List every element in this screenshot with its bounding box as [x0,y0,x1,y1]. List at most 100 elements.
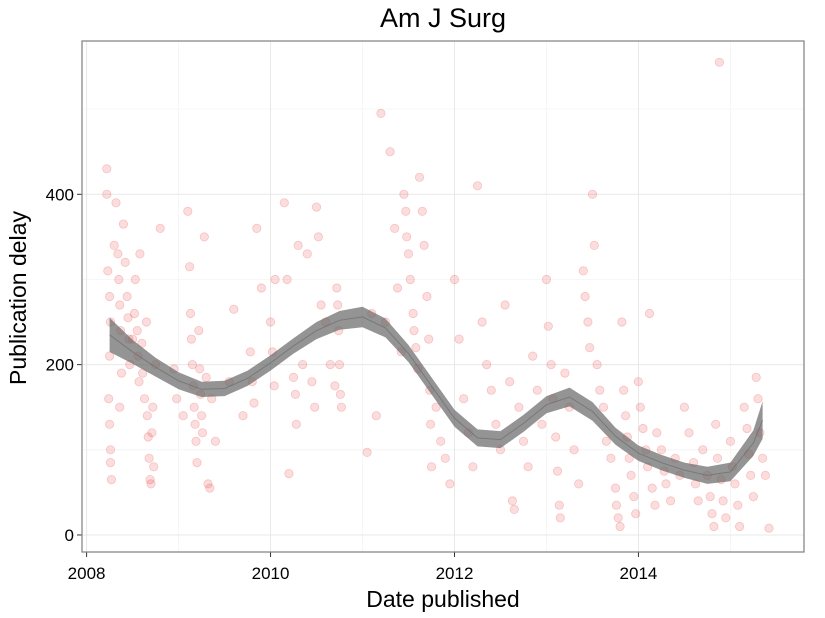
data-point [753,394,763,404]
data-point [325,359,335,370]
data-point [552,466,563,476]
data-point [712,453,723,463]
data-point [293,240,303,250]
data-point [148,402,158,412]
data-point [399,189,409,199]
data-point [105,419,115,429]
x-tick-label: 2012 [436,564,474,583]
data-point [205,483,215,493]
data-point [574,479,584,489]
data-point [543,321,553,331]
data-point [146,479,156,489]
data-point [187,359,197,370]
data-point [606,453,616,463]
data-point [725,436,736,446]
data-point [679,402,690,412]
data-point [595,385,605,395]
data-point [105,291,115,302]
data-point [183,206,193,216]
data-point [425,419,436,429]
data-point [541,274,552,285]
data-point [583,317,593,327]
data-point [707,509,717,519]
data-point [147,428,157,438]
data-point [661,479,671,489]
data-point [109,240,119,250]
x-tick-label: 2010 [252,564,290,583]
data-point [316,300,326,310]
data-point [631,509,641,519]
data-point [195,364,205,374]
data-point [284,468,294,479]
data-point [644,308,655,319]
data-point [155,223,165,233]
data-point [330,381,340,391]
data-point [106,474,117,485]
data-point [546,359,556,370]
data-point [199,232,209,242]
data-point [615,521,625,532]
data-point [265,317,276,327]
data-point [554,500,564,510]
confidence-band [109,306,763,484]
data-point [613,513,623,523]
data-point [610,483,621,493]
data-point [746,470,756,480]
chart-title: Am J Surg [380,3,506,33]
data-point [734,521,745,532]
data-point [748,491,759,502]
data-point [629,491,639,502]
axis-ticks: 2008 2010 2012 2014 0 200 400 [46,185,658,583]
y-tick-label: 0 [65,526,74,545]
data-point [507,496,518,506]
data-point [417,206,427,216]
data-point [709,521,719,532]
data-point [587,189,598,199]
data-point [245,347,255,357]
data-point [477,317,487,327]
smooth-line [109,316,764,476]
data-point [123,313,133,323]
plot-panel-border [81,40,805,553]
data-point [178,411,188,421]
data-point [102,164,112,174]
data-point [422,291,432,302]
data-point [115,300,125,310]
data-point [589,240,599,250]
data-point [332,283,342,293]
data-point [333,300,343,310]
data-point [149,462,159,472]
data-point [638,423,648,434]
data-point [122,291,132,302]
data-point [335,389,345,399]
data-point [192,457,202,468]
data-point [656,445,667,455]
data-point [143,432,153,442]
data-point [298,359,308,370]
data-point [129,308,139,319]
data-point [742,423,752,434]
data-point [431,402,441,412]
data-point [105,457,116,468]
data-point [403,249,414,259]
data-point [201,372,211,382]
data-point [103,266,113,276]
data-point [144,453,154,463]
data-point [459,394,469,404]
data-point [601,436,611,446]
data-point [334,359,345,370]
data-point [619,385,629,395]
data-point [440,453,450,463]
data-point [313,232,323,242]
data-point [105,445,116,455]
data-point [514,402,524,412]
data-point [617,317,627,327]
data-point [698,445,708,455]
data-point [468,462,478,472]
data-point [115,402,125,412]
data-point [721,513,731,523]
data-point [302,249,312,259]
smooth-trend [109,306,764,484]
data-point [449,274,460,285]
data-point [532,385,542,395]
